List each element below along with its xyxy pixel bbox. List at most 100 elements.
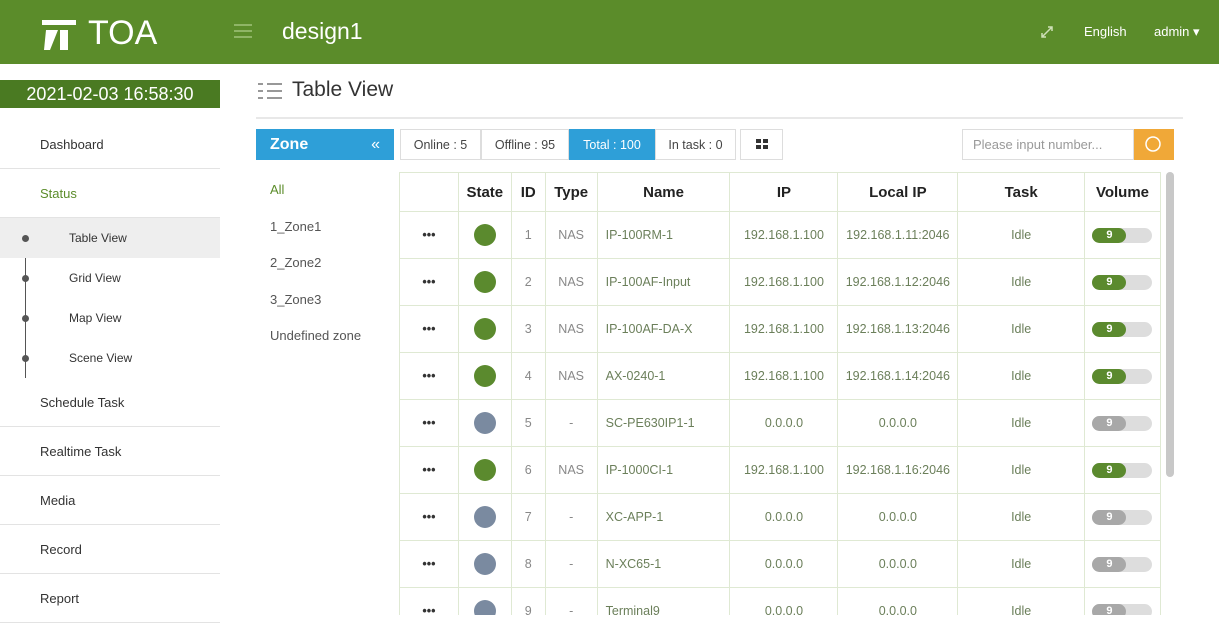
ip-cell: 192.168.1.100 bbox=[729, 305, 839, 353]
volume-slider[interactable]: 9 bbox=[1092, 321, 1153, 337]
volume-slider[interactable]: 9 bbox=[1092, 509, 1153, 525]
name-cell: IP-100RM-1 bbox=[596, 211, 731, 259]
submenu-line bbox=[25, 218, 26, 378]
zone-item[interactable]: All bbox=[270, 182, 285, 197]
filter-button[interactable]: Online : 5 bbox=[400, 129, 481, 160]
type-cell: - bbox=[544, 540, 598, 588]
type-cell: NAS bbox=[544, 305, 598, 353]
fullscreen[interactable] bbox=[1040, 25, 1054, 39]
menu-item[interactable]: Dashboard bbox=[0, 120, 220, 169]
collapse[interactable]: « bbox=[371, 136, 380, 153]
submenu-item[interactable]: Map View bbox=[69, 311, 122, 325]
datetime: 2021-02-03 16:58:30 bbox=[0, 80, 220, 108]
header-cell: State bbox=[457, 172, 512, 212]
filter-button[interactable]: In task : 0 bbox=[655, 129, 736, 160]
task-cell: Idle bbox=[957, 211, 1085, 259]
action-menu[interactable]: ••• bbox=[399, 446, 459, 494]
action-menu[interactable]: ••• bbox=[399, 258, 459, 306]
volume-slider[interactable]: 9 bbox=[1092, 368, 1153, 384]
type-cell: - bbox=[544, 399, 598, 447]
volume-slider[interactable]: 9 bbox=[1092, 227, 1153, 243]
filter-button[interactable]: Offline : 95 bbox=[481, 129, 569, 160]
zone-header: Zone « bbox=[256, 129, 394, 160]
menu-item[interactable]: Status bbox=[0, 169, 220, 218]
name-cell: Terminal9 bbox=[596, 587, 731, 615]
zone-item[interactable]: 3_Zone3 bbox=[270, 291, 322, 307]
volume-cell: 9 bbox=[1083, 493, 1161, 541]
menu-item[interactable]: Media bbox=[0, 476, 220, 525]
volume-cell: 9 bbox=[1083, 305, 1161, 353]
header-cell bbox=[399, 172, 459, 212]
state-cell bbox=[457, 211, 512, 259]
user-menu[interactable]: admin ▾ bbox=[1154, 24, 1200, 39]
menu-item[interactable]: Schedule Task bbox=[0, 378, 220, 427]
local-ip-cell: 192.168.1.16:2046 bbox=[837, 446, 959, 494]
name-cell: SC-PE630IP1-1 bbox=[596, 399, 731, 447]
action-menu[interactable]: ••• bbox=[399, 305, 459, 353]
header-cell: Task bbox=[957, 172, 1085, 212]
task-cell: Idle bbox=[957, 446, 1085, 494]
volume-value: 9 bbox=[1092, 227, 1127, 243]
local-ip-cell: 192.168.1.14:2046 bbox=[837, 352, 959, 400]
submenu-dot bbox=[22, 315, 29, 322]
submenu-item[interactable]: Scene View bbox=[69, 351, 133, 365]
submenu-dot bbox=[22, 275, 29, 282]
task-cell: Idle bbox=[957, 305, 1085, 353]
volume-value: 9 bbox=[1092, 462, 1127, 478]
state-dot bbox=[473, 553, 496, 575]
id-cell: 8 bbox=[510, 540, 546, 588]
name-cell: N-XC65-1 bbox=[596, 540, 731, 588]
type-cell: NAS bbox=[544, 352, 598, 400]
state-cell bbox=[457, 352, 512, 400]
volume-value: 9 bbox=[1092, 415, 1127, 431]
volume-cell: 9 bbox=[1083, 211, 1161, 259]
zone-item[interactable]: Undefined zone bbox=[270, 328, 362, 343]
name-cell: XC-APP-1 bbox=[596, 493, 731, 541]
header: TOA design1 English admin ▾ bbox=[0, 0, 1219, 64]
grid-toggle[interactable] bbox=[740, 129, 783, 160]
local-ip-cell: 192.168.1.11:2046 bbox=[837, 211, 959, 259]
table-row: ••• 8- N-XC65-1 0.0.0.0 0.0.0.0 Idle 9 bbox=[399, 540, 1161, 588]
filter-button[interactable]: Total : 100 bbox=[569, 129, 655, 160]
zone-item[interactable]: 2_Zone2 bbox=[270, 255, 322, 270]
volume-value: 9 bbox=[1092, 556, 1127, 572]
volume-slider[interactable]: 9 bbox=[1092, 415, 1153, 431]
zone-item[interactable]: 1_Zone1 bbox=[270, 218, 322, 234]
action-menu[interactable]: ••• bbox=[399, 352, 459, 400]
state-cell bbox=[457, 493, 512, 541]
search-input[interactable]: Please input number... bbox=[962, 129, 1134, 160]
task-cell: Idle bbox=[957, 352, 1085, 400]
volume-value: 9 bbox=[1092, 274, 1127, 290]
volume-slider[interactable]: 9 bbox=[1092, 603, 1153, 615]
title-icon bbox=[258, 83, 282, 99]
task-cell: Idle bbox=[957, 258, 1085, 306]
submenu-item[interactable]: Table View bbox=[0, 218, 220, 258]
local-ip-cell: 192.168.1.13:2046 bbox=[837, 305, 959, 353]
action-menu[interactable]: ••• bbox=[399, 399, 459, 447]
language[interactable]: English bbox=[1084, 24, 1127, 39]
search-button[interactable] bbox=[1134, 129, 1174, 160]
state-dot bbox=[473, 365, 496, 387]
table-row: ••• 4 NAS AX-0240-1 192.168.1.100 192.168.1.1… bbox=[399, 352, 1161, 400]
volume-slider[interactable]: 9 bbox=[1092, 274, 1153, 290]
header-cell: ID bbox=[510, 172, 546, 212]
action-menu[interactable]: ••• bbox=[399, 211, 459, 259]
menu-toggle[interactable] bbox=[234, 24, 252, 38]
local-ip-cell: 0.0.0.0 bbox=[837, 493, 959, 541]
divider bbox=[256, 117, 1183, 119]
action-menu[interactable]: ••• bbox=[399, 540, 459, 588]
menu-item[interactable]: Realtime Task bbox=[0, 427, 220, 476]
state-cell bbox=[457, 446, 512, 494]
id-cell: 4 bbox=[510, 352, 546, 400]
page-title: Table View bbox=[292, 78, 394, 101]
header-cell: Local IP bbox=[837, 172, 959, 212]
volume-slider[interactable]: 9 bbox=[1092, 556, 1153, 572]
type-cell: NAS bbox=[544, 258, 598, 306]
menu-item[interactable]: Report bbox=[0, 574, 220, 623]
submenu-item[interactable]: Grid View bbox=[69, 271, 121, 285]
action-menu[interactable]: ••• bbox=[399, 493, 459, 541]
action-menu[interactable]: ••• bbox=[399, 587, 459, 615]
volume-slider[interactable]: 9 bbox=[1092, 462, 1153, 478]
name-cell: AX-0240-1 bbox=[596, 352, 731, 400]
menu-item[interactable]: Record bbox=[0, 525, 220, 574]
